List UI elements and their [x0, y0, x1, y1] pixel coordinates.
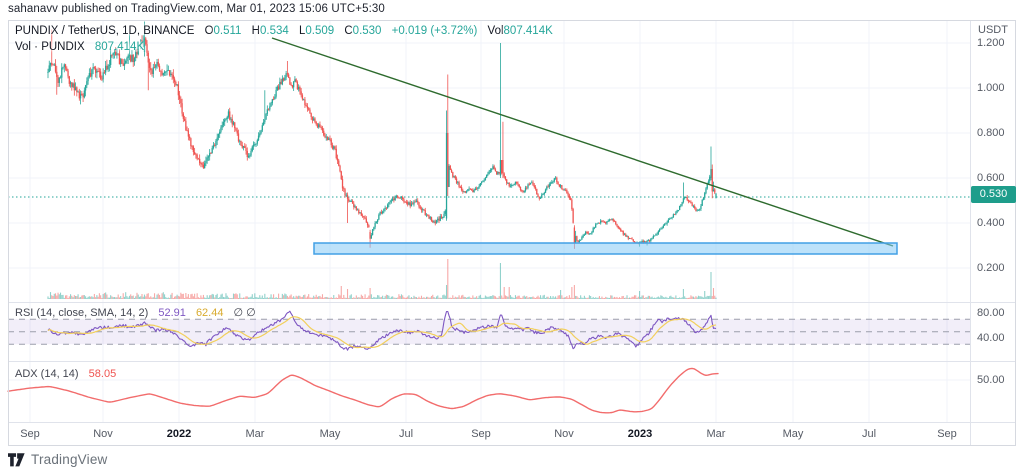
price-axis-tick: 0.200	[977, 262, 1005, 274]
price-axis-tick: 1.000	[977, 82, 1005, 94]
price-axis-tick: 0.400	[977, 217, 1005, 229]
open-label: O	[204, 25, 214, 37]
last-price-badge: 0.530	[971, 186, 1016, 203]
change-value: +0.019 (+3.72%)	[391, 25, 478, 37]
price-axis-tick: 1.200	[977, 37, 1005, 49]
rsi-legend[interactable]: RSI (14, close, SMA, 14, 2) 52.91 62.44 …	[15, 306, 256, 319]
time-axis-tick: Jul	[398, 428, 414, 440]
symbol-title: PUNDIX / TetherUS, 1D, BINANCE	[15, 25, 195, 37]
time-axis-tick: Mar	[245, 428, 265, 440]
time-axis-tick: 2023	[627, 428, 653, 440]
rsi-value: 52.91	[158, 307, 186, 319]
price-axis-tick: 40.00	[977, 332, 1005, 344]
price-axis-tick: 0.600	[977, 172, 1005, 184]
time-axis-tick: 2022	[166, 428, 192, 440]
adx-value: 58.05	[88, 368, 117, 380]
adx-legend[interactable]: ADX (14, 14) 58.05	[15, 368, 116, 380]
open-value: 0.511	[213, 25, 242, 37]
price-axis-tick: 80.00	[977, 307, 1005, 319]
volume-row-value: 807.414K	[94, 41, 145, 53]
close-value: 0.530	[352, 25, 382, 37]
high-value: 0.534	[259, 25, 289, 37]
rsi-sma-value: 62.44	[195, 307, 224, 319]
time-axis-tick: Sep	[471, 428, 491, 440]
volume-label: Vol	[487, 25, 504, 37]
time-axis-tick: Nov	[554, 428, 574, 440]
tradingview-logo-icon	[8, 452, 25, 466]
symbol-legend[interactable]: PUNDIX / TetherUS, 1D, BINANCE O0.511 H0…	[15, 25, 553, 37]
adx-title: ADX (14, 14)	[15, 368, 79, 380]
tradingview-logo[interactable]: TradingView	[8, 452, 108, 467]
time-axis-tick: Sep	[937, 428, 957, 440]
attribution-text: sahanavv published on TradingView.com, M…	[8, 3, 385, 15]
price-axis-tick: 50.00	[977, 374, 1005, 386]
volume-row-label: Vol · PUNDIX	[15, 41, 85, 53]
price-axis-currency: USDT	[978, 24, 1008, 36]
time-axis-tick: Sep	[20, 428, 40, 440]
low-label: L	[298, 25, 306, 37]
time-axis-tick: Jul	[861, 428, 877, 440]
volume-legend[interactable]: Vol · PUNDIX 807.414K	[15, 41, 144, 53]
time-axis-tick: May	[319, 428, 341, 440]
time-axis-tick: Nov	[93, 428, 113, 440]
volume-value: 807.414K	[503, 25, 553, 37]
price-axis-tick: 0.800	[977, 127, 1005, 139]
time-axis-tick: Mar	[706, 428, 726, 440]
rsi-title: RSI (14, close, SMA, 14, 2)	[15, 307, 149, 319]
tradingview-logo-text: TradingView	[31, 452, 108, 467]
time-axis-tick: May	[782, 428, 804, 440]
high-label: H	[251, 25, 260, 37]
low-value: 0.509	[305, 25, 335, 37]
rsi-hidden-values: ∅ ∅	[233, 307, 256, 319]
close-label: C	[344, 25, 353, 37]
